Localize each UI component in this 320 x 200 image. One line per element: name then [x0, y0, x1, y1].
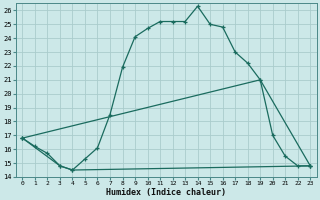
X-axis label: Humidex (Indice chaleur): Humidex (Indice chaleur): [106, 188, 226, 197]
